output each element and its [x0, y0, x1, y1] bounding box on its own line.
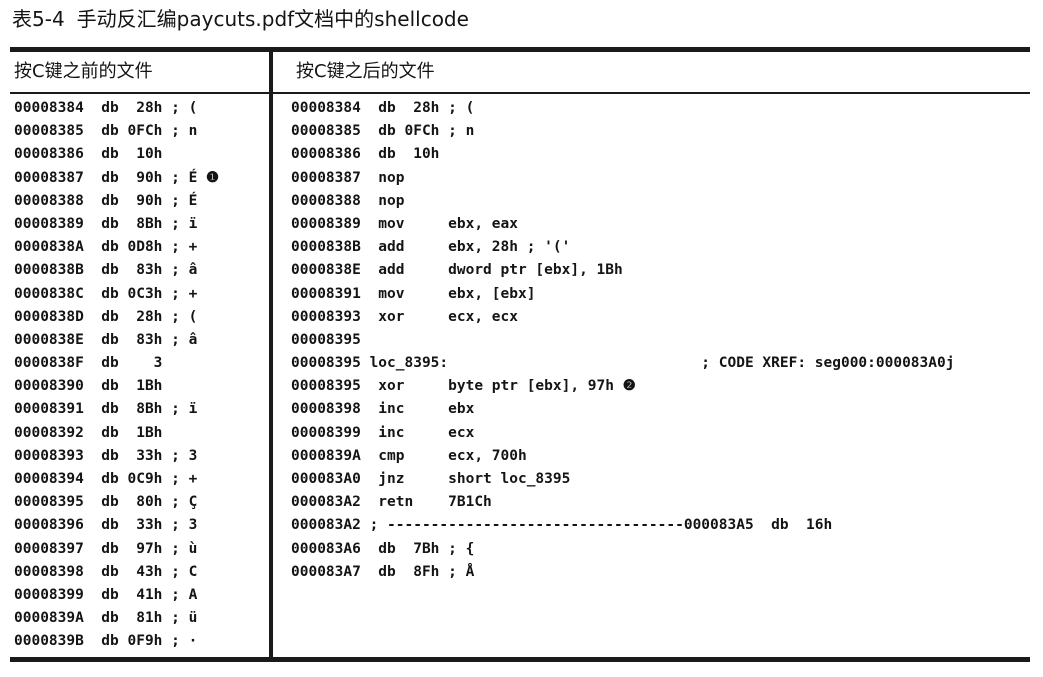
left-column-header: 按C键之前的文件: [14, 61, 153, 82]
table-header-rule: [10, 92, 1030, 94]
after-code-line: 00008386 db 10h: [291, 146, 440, 163]
column-divider: [269, 52, 273, 657]
before-code-line: 00008399 db 41h ; A: [14, 586, 198, 603]
before-code-line: 0000838E db 83h ; â: [14, 331, 198, 348]
before-code-line: 0000838F db 3: [14, 355, 163, 372]
before-code-line: 00008397 db 97h ; ù: [14, 540, 198, 557]
before-code-line: 00008398 db 43h ; C: [14, 563, 198, 580]
after-code-line: 000083A2 ; -----------------------------…: [291, 517, 833, 534]
before-code-line: 0000839B db 0F9h ; ·: [14, 633, 198, 650]
after-code-line: 000083A0 jnz short loc_8395: [291, 471, 571, 487]
before-code-line: 0000838B db 83h ; â: [14, 262, 198, 279]
before-code-line: 00008391 db 8Bh ; ï: [14, 401, 198, 418]
after-code-line: 000083A2 retn 7B1Ch: [291, 494, 492, 511]
before-code-line: 00008393 db 33h ; 3: [14, 447, 198, 464]
after-code-line: 0000838B add ebx, 28h ; '(': [291, 239, 571, 256]
after-code-line: 00008395: [291, 331, 361, 348]
after-code-line: 00008395 loc_8395: ; CODE XREF: seg000:0…: [291, 355, 955, 372]
before-listing: 00008384 db 28h ; ( 00008385 db 0FCh ; n 0…: [14, 97, 219, 654]
after-code-line: 00008399 inc ecx: [291, 424, 475, 441]
before-code-line: 00008396 db 33h ; 3: [14, 517, 198, 534]
after-code-line: 000083A6 db 7Bh ; {: [291, 540, 475, 557]
before-code-line: 00008390 db 1Bh: [14, 378, 163, 395]
after-listing: 00008384 db 28h ; ( 00008385 db 0FCh ; n 0…: [291, 97, 954, 584]
before-code-line: 0000839A db 81h ; ü: [14, 610, 198, 627]
before-code-line: 00008385 db 0FCh ; n: [14, 123, 198, 140]
after-code-line: 00008385 db 0FCh ; n: [291, 123, 475, 140]
before-code-line: 00008389 db 8Bh ; ï: [14, 215, 198, 232]
before-code-line: 0000838D db 28h ; (: [14, 308, 198, 325]
after-code-line: 00008393 xor ecx, ecx: [291, 308, 518, 325]
before-code-line: 00008387 db 90h ; É ❶: [14, 169, 220, 186]
table-number: 表5-4: [12, 7, 65, 31]
before-code-line: 00008386 db 10h: [14, 146, 163, 163]
after-code-line: 00008389 mov ebx, eax: [291, 215, 518, 232]
before-code-line: 0000838C db 0C3h ; +: [14, 285, 198, 302]
before-code-line: 00008388 db 90h ; É: [14, 192, 198, 209]
after-code-line: 00008398 inc ebx: [291, 401, 475, 418]
table-title: 手动反汇编paycuts.pdf文档中的shellcode: [76, 7, 469, 31]
right-column-header: 按C键之后的文件: [296, 61, 435, 82]
table-top-rule: [10, 47, 1030, 52]
before-code-line: 00008384 db 28h ; (: [14, 100, 198, 116]
after-code-line: 00008387 nop: [291, 169, 405, 186]
after-code-line: 0000839A cmp ecx, 700h: [291, 447, 527, 464]
after-code-line: 00008391 mov ebx, [ebx]: [291, 285, 536, 302]
table-caption: 表5-4 手动反汇编paycuts.pdf文档中的shellcode: [12, 4, 469, 34]
after-code-line: 0000838E add dword ptr [ebx], 1Bh: [291, 262, 623, 279]
before-code-line: 00008394 db 0C9h ; +: [14, 471, 198, 487]
after-code-line: 00008388 nop: [291, 192, 405, 209]
table-bottom-rule: [10, 657, 1030, 662]
after-code-line: 000083A7 db 8Fh ; Å: [291, 563, 475, 580]
after-code-line: 00008384 db 28h ; (: [291, 100, 475, 116]
before-code-line: 00008395 db 80h ; Ç: [14, 494, 198, 511]
before-code-line: 0000838A db 0D8h ; +: [14, 239, 198, 256]
before-code-line: 00008392 db 1Bh: [14, 424, 163, 441]
after-code-line: 00008395 xor byte ptr [ebx], 97h ❷: [291, 378, 636, 395]
